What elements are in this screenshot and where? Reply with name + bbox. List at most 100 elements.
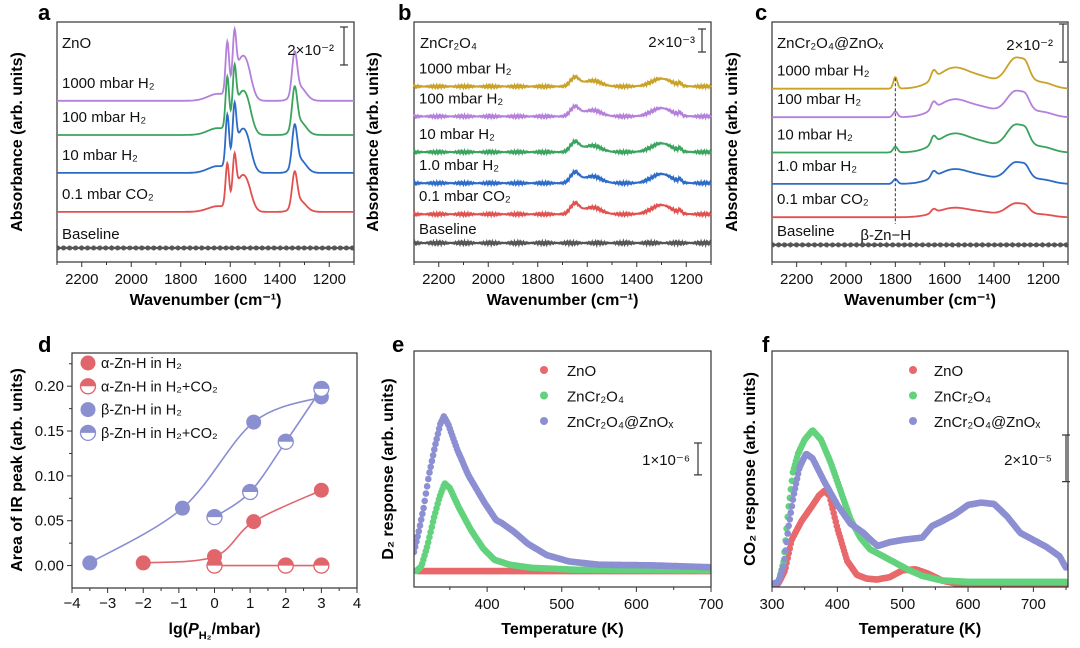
x-tick-label: 600 (956, 596, 981, 613)
y-tick-label: 0.15 (35, 423, 64, 440)
x-tick-label: 500 (890, 596, 915, 613)
zn-h-in-h-co-point-fill (278, 558, 294, 566)
scale-bar-label: 2×10⁻² (1006, 37, 1053, 54)
legend-marker-zncr-o-zno (909, 417, 917, 425)
zncr-o-zno-point (432, 440, 439, 448)
panel-b: 2200 2000 1800 1600 1400 1200 Baseline 0.1 mbar… (365, 0, 712, 309)
plot-frame (771, 350, 1069, 588)
10-mbar-h-spectrum (413, 137, 712, 157)
legend-label-zn-h-in-h-co: α-Zn-H in H₂+CO₂ (101, 379, 218, 395)
panel-letter: b (398, 0, 411, 25)
zn-h-in-h-point (246, 414, 262, 430)
zncr-o-zno-point (426, 469, 433, 476)
series-label-10-mbar-h: 10 mbar H₂ (777, 126, 853, 143)
panel-sample-title: ZnO (62, 35, 91, 52)
legend-label-zncr-o-zno: ZnCr₂O₄@ZnOₓ (567, 414, 673, 431)
x-tick-label: 300 (759, 596, 784, 613)
series-label-1000-mbar-h: 1000 mbar H₂ (62, 75, 155, 92)
zncr-o-zno-point (427, 463, 435, 471)
legend-marker-zncr-o (540, 391, 548, 400)
series-label-100-mbar-h: 100 mbar H₂ (777, 91, 861, 108)
panel-letter: f (762, 332, 770, 357)
x-tick-label: −3 (99, 595, 116, 612)
100-mbar-h-spectrum (772, 89, 1068, 119)
x-tick-label: 1800 (879, 271, 912, 288)
y-axis-label: CO₂ response (arb. units) (742, 372, 759, 566)
0-1-mbar-co-spectrum (413, 199, 712, 220)
x-tick-label: 700 (698, 596, 723, 613)
zncr-o-zno-point (783, 538, 790, 546)
zncr-o-zno-point (789, 496, 797, 504)
x-tick-label: 700 (1021, 596, 1046, 613)
x-tick-label: −1 (170, 595, 187, 612)
x-tick-label: 2 (282, 595, 290, 612)
zncr-o-zno-point (784, 530, 791, 537)
x-tick-label: 0 (210, 595, 218, 612)
x-label-subscript: H₂ (199, 630, 212, 642)
zncr-o-zno-point (794, 470, 802, 478)
x-tick-label: 1600 (928, 271, 961, 288)
zncr-o-zno-point (433, 435, 441, 443)
zn-h-in-h-co-curve (214, 388, 323, 518)
x-label-part: P (188, 621, 199, 638)
zncr-o-point (426, 533, 433, 541)
data-points (772, 427, 1068, 587)
x-tick-label: −2 (135, 595, 152, 612)
1000-mbar-h-spectrum (772, 56, 1068, 90)
100-mbar-h-spectrum (413, 102, 712, 121)
y-axis-label: Absorbance (arb. units) (724, 52, 741, 232)
y-tick-label: 0.20 (35, 378, 64, 395)
zncr-o-zno-point (416, 522, 424, 529)
x-tick-label: 1200 (1027, 271, 1060, 288)
zncr-o-zno-point (790, 490, 798, 498)
plot-frame (413, 350, 712, 588)
zn-h-in-h-point (246, 514, 262, 530)
panel-sample-title: ZnCr₂O₄ (420, 35, 477, 52)
x-axis-label: lg(PH₂/mbar) (169, 621, 261, 642)
1000-mbar-h-spectrum (413, 73, 712, 92)
baseline-spectrum (413, 238, 712, 249)
legend-marker-zn-h-in-h (80, 355, 96, 371)
y-axis-label: D₂ response (arb. units) (380, 378, 397, 559)
data-points (414, 413, 711, 575)
beta-zn-h-annotation: β-Zn−H (860, 227, 911, 244)
zncr-o-zno-point (431, 446, 438, 453)
zn-h-in-h-co-point-fill (313, 381, 329, 389)
x-tick-label: 400 (475, 596, 500, 613)
zncr-o-zno-point (421, 497, 429, 505)
panel-letter: e (392, 332, 404, 357)
panel-letter: c (755, 0, 767, 25)
x-tick-label: 4 (353, 595, 361, 612)
zn-h-in-h-co-point-fill (313, 558, 329, 566)
x-tick-label: 1400 (977, 271, 1010, 288)
scale-bar-label: 2×10⁻² (287, 42, 334, 59)
x-tick-label: 1600 (214, 271, 247, 288)
series-label-0-1-mbar-co: 0.1 mbar CO₂ (777, 191, 869, 208)
x-axis-label: Wavenumber (cm⁻¹) (844, 292, 996, 309)
zncr-o-zno-point (422, 490, 430, 497)
x-tick-label: 2000 (472, 271, 505, 288)
series-label-1000-mbar-h: 1000 mbar H₂ (777, 63, 870, 80)
1-0-mbar-h-spectrum (772, 161, 1068, 185)
legend-marker-zncr-o (909, 391, 917, 400)
zncr-o-zno-point (786, 516, 794, 523)
x-tick-label: 2200 (65, 271, 98, 288)
zncr-o-zno-point (782, 547, 789, 554)
legend-label-zncr-o-zno: ZnCr₂O₄@ZnOₓ (934, 414, 1040, 431)
panel-e: ZnO ZnCr₂O₄ ZnCr₂O₄@ZnOₓ 400 500 600 700 1×10⁻⁶… (380, 332, 724, 638)
0-1-mbar-co-spectrum (772, 202, 1068, 219)
series-label-10-mbar-h: 10 mbar H₂ (62, 147, 138, 164)
zncr-o-zno-point (780, 563, 787, 570)
zn-h-in-h-point (135, 555, 151, 571)
zncr-o-zno-point (781, 555, 788, 563)
y-tick-label: 0.10 (35, 468, 64, 485)
panel-c: 2200 2000 1800 1600 1400 1200 Baseline 0.1 mbar… (724, 0, 1069, 309)
1000-mbar-h-spectrum (57, 25, 354, 102)
legend-marker-zn-h-in-h (80, 402, 96, 418)
series-label-baseline: Baseline (62, 226, 120, 243)
legend-label-zno: ZnO (567, 363, 596, 380)
series-label-baseline: Baseline (777, 223, 835, 240)
10-mbar-h-spectrum (57, 98, 354, 174)
x-tick-label: 1200 (313, 271, 346, 288)
